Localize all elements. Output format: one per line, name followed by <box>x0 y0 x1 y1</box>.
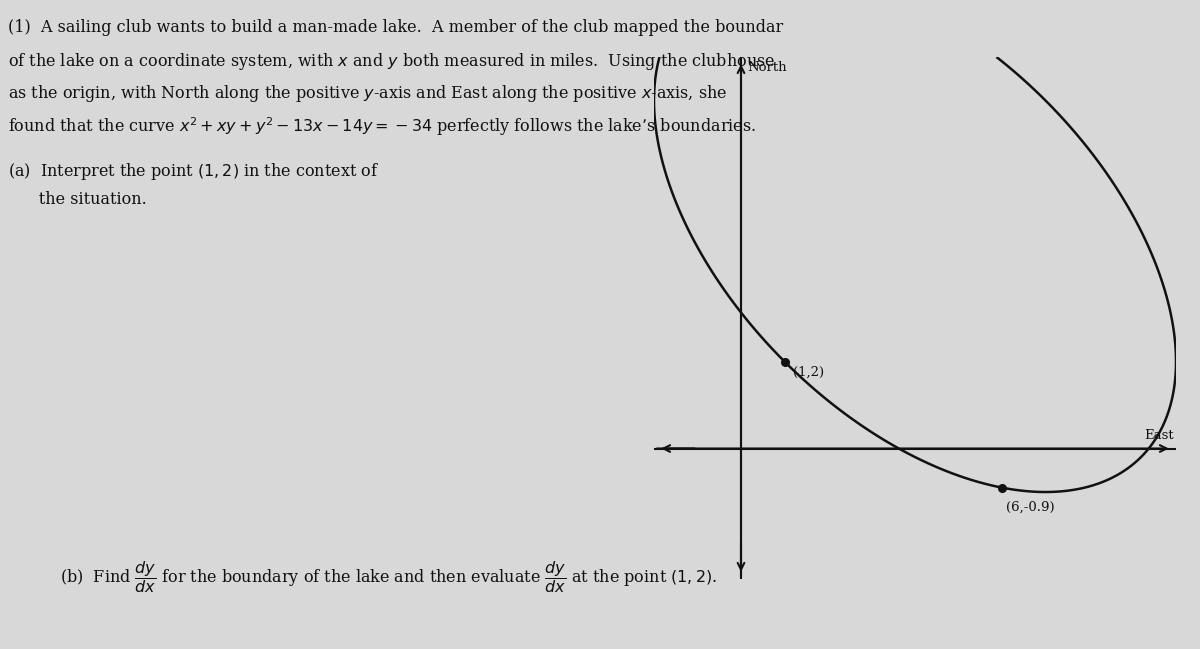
Text: (1,2): (1,2) <box>793 366 824 379</box>
Text: (6,-0.9): (6,-0.9) <box>1007 501 1055 514</box>
Text: as the origin, with North along the positive $y$-axis and East along the positiv: as the origin, with North along the posi… <box>8 83 727 104</box>
Text: North: North <box>748 62 787 75</box>
Text: (1)  A sailing club wants to build a man-made lake.  A member of the club mapped: (1) A sailing club wants to build a man-… <box>8 19 784 36</box>
Text: of the lake on a coordinate system, with $x$ and $y$ both measured in miles.  Us: of the lake on a coordinate system, with… <box>8 51 775 72</box>
Text: found that the curve $x^2+xy+y^2-13x-14y=-34$ perfectly follows the lake’s bound: found that the curve $x^2+xy+y^2-13x-14y… <box>8 115 756 138</box>
Text: (a)  Interpret the point $(1,2)$ in the context of: (a) Interpret the point $(1,2)$ in the c… <box>8 161 379 182</box>
Text: the situation.: the situation. <box>8 191 146 208</box>
Text: East: East <box>1145 429 1174 442</box>
Text: (b)  Find $\dfrac{dy}{dx}$ for the boundary of the lake and then evaluate $\dfra: (b) Find $\dfrac{dy}{dx}$ for the bounda… <box>60 559 718 595</box>
